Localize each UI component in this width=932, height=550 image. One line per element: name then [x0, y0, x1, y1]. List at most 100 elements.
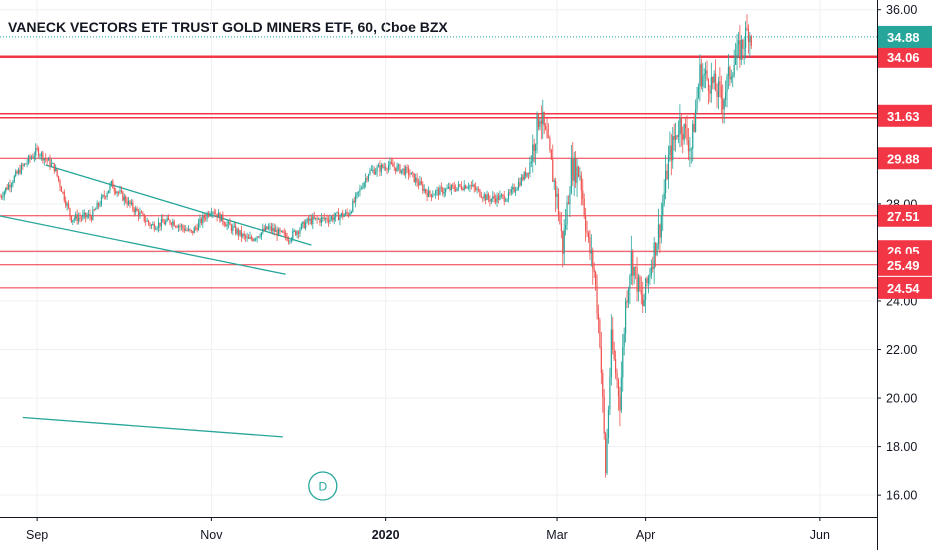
candle-body: [580, 175, 582, 191]
candle-body: [679, 117, 681, 135]
candle-body: [189, 228, 191, 231]
price-tick-label: 20.00: [886, 392, 917, 406]
candle-body: [25, 163, 27, 165]
candle-body: [729, 67, 731, 80]
candle-body: [75, 214, 77, 219]
candle-body: [325, 218, 327, 220]
candle-body: [225, 224, 227, 227]
candle-body: [107, 190, 110, 194]
candle-body: [27, 156, 30, 163]
price-tick-label: 18.00: [886, 440, 917, 454]
price-level-badge[interactable]: [878, 204, 932, 227]
candle-body: [573, 157, 575, 181]
candle-body: [96, 203, 98, 210]
candle-body: [547, 137, 550, 139]
candle-body: [669, 145, 671, 156]
chart-title: VANECK VECTORS ETF TRUST GOLD MINERS ETF…: [8, 19, 448, 35]
candle-body: [315, 217, 317, 219]
candle-body: [367, 174, 370, 180]
candle-body: [119, 190, 121, 193]
candle-body: [49, 158, 51, 167]
price-level-badge[interactable]: [878, 104, 932, 127]
candle-body: [170, 223, 173, 225]
candle-body: [710, 76, 712, 94]
trendlines[interactable]: [0, 164, 312, 438]
candle-body: [627, 289, 630, 303]
candle-body: [272, 228, 274, 231]
candle-body: [743, 47, 745, 49]
candle-body: [650, 267, 652, 276]
candle-body: [202, 215, 204, 224]
candle-body: [455, 189, 457, 191]
candle-body: [427, 190, 430, 197]
candle-body: [692, 123, 694, 149]
candle-body: [605, 433, 607, 474]
candle-body: [370, 170, 372, 171]
candle-body: [3, 191, 5, 197]
candle-body: [569, 193, 571, 205]
candle-body: [595, 272, 597, 286]
price-axis[interactable]: 36.0028.0026.0024.0022.0020.0018.0016.00…: [877, 0, 932, 550]
trendline[interactable]: [45, 164, 312, 246]
candle-body: [89, 214, 91, 217]
candle-body: [217, 212, 220, 218]
candle-body: [309, 218, 311, 221]
candle-body: [556, 193, 558, 197]
price-level-badge[interactable]: [878, 45, 932, 68]
candle-body: [87, 214, 90, 217]
candle-body: [415, 177, 417, 182]
trendline[interactable]: [0, 215, 286, 275]
candle-body: [693, 123, 695, 132]
candle-body: [390, 161, 392, 164]
candle-body: [489, 199, 491, 202]
candle-body: [265, 226, 267, 231]
candle-body: [77, 217, 80, 222]
candle-body: [36, 148, 38, 149]
candle-body: [120, 190, 123, 192]
time-tick-label: Mar: [546, 528, 568, 542]
candle-body: [426, 192, 428, 197]
candle-body: [260, 232, 262, 237]
candle-body: [505, 200, 507, 202]
price-level-badge[interactable]: [878, 253, 932, 276]
candle-body: [65, 200, 67, 206]
candle-body: [553, 180, 555, 182]
candle-body: [497, 195, 500, 200]
candle-body: [699, 64, 701, 87]
candle-body: [343, 214, 345, 217]
price-level-badge[interactable]: [878, 147, 932, 170]
candle-body: [0, 196, 1, 198]
candle-body: [525, 172, 527, 177]
price-level-badge[interactable]: [878, 276, 932, 299]
candle-body: [153, 224, 155, 230]
candle-body: [643, 299, 645, 307]
candle-body: [32, 157, 34, 159]
candle-body: [440, 187, 442, 189]
candle-body: [352, 200, 354, 212]
candle-body: [533, 144, 535, 151]
candle-body: [639, 276, 641, 291]
candle-body: [366, 178, 368, 180]
candle-body: [636, 267, 638, 292]
candle-body: [362, 187, 364, 189]
candle-body: [477, 188, 480, 190]
candle-body: [392, 163, 394, 167]
candle-body: [575, 157, 577, 183]
dividend-circle-icon[interactable]: [308, 471, 338, 501]
candle-body: [397, 164, 400, 166]
dividend-marker[interactable]: D: [308, 471, 338, 501]
horizontal-levels[interactable]: [0, 55, 877, 289]
time-axis[interactable]: Sep Nov 2020 Mar Apr Jun: [0, 517, 877, 542]
candle-body: [26, 162, 28, 164]
candle-body: [100, 196, 103, 205]
candle-body: [237, 229, 240, 236]
candle-body: [356, 192, 358, 195]
candle-body: [336, 212, 338, 214]
price-level-badge[interactable]: [878, 25, 932, 48]
candle-body: [275, 229, 277, 232]
trendline[interactable]: [22, 416, 283, 438]
candle-body: [269, 226, 271, 228]
candle-body: [257, 236, 260, 238]
candle-body: [733, 64, 735, 77]
